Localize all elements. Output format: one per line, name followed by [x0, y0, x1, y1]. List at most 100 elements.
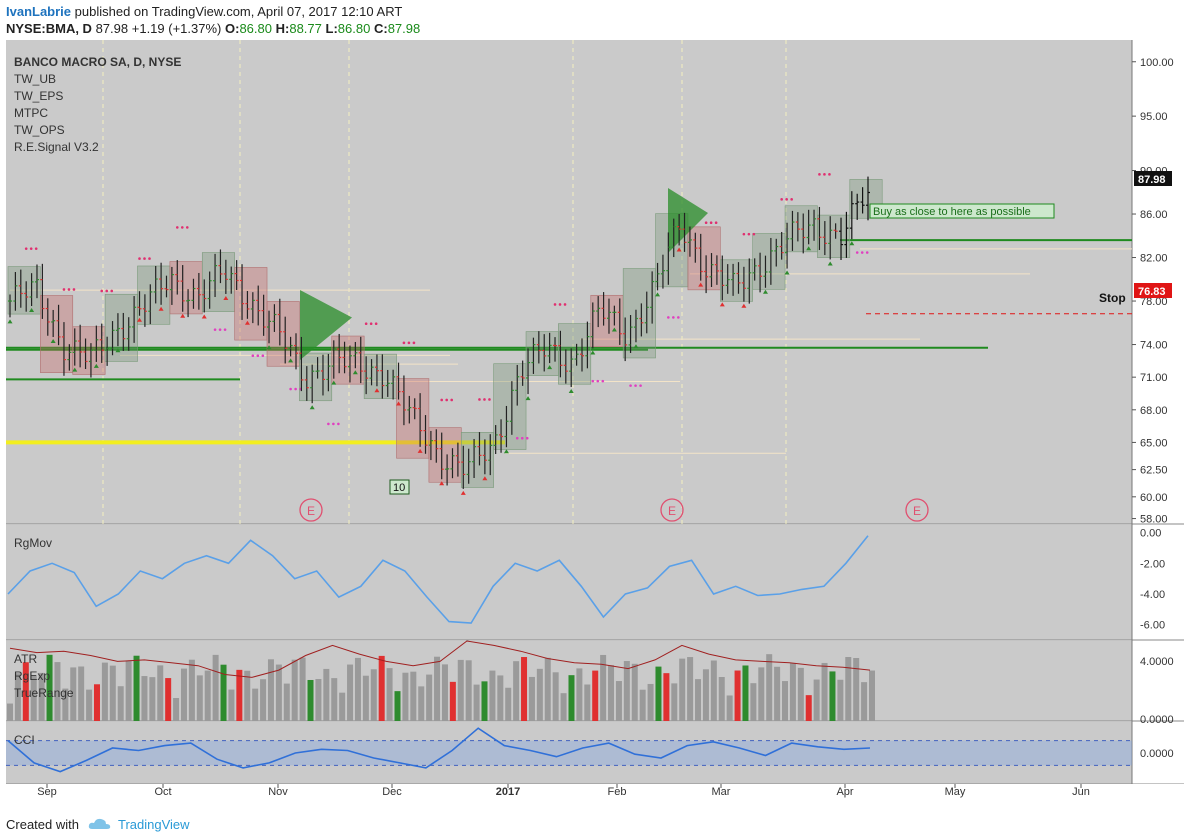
buy-signal-arrow: [849, 241, 855, 246]
buy-signal-arrow: [29, 307, 35, 312]
stop-label: Stop: [1099, 291, 1126, 305]
time-tick-label: May: [945, 786, 966, 798]
legend-tw-ub: TW_UB: [14, 72, 56, 86]
truerange-bar: [845, 656, 852, 721]
signal-dot: [364, 322, 368, 325]
signal-dot: [105, 289, 109, 293]
last-price: 87.98: [95, 21, 129, 36]
buy-signal-arrow: [655, 292, 661, 297]
truerange-bar: [149, 677, 156, 721]
buy-signal-arrow: [568, 388, 574, 393]
range-box: [72, 326, 106, 375]
earnings-marker-2[interactable]: E: [660, 498, 684, 522]
truerange-bar: [544, 657, 551, 721]
signal-dot: [667, 316, 670, 319]
signal-dot: [478, 398, 481, 401]
truerange-bar: [710, 660, 717, 721]
truerange-bar: [631, 663, 638, 721]
truerange-bar: [861, 682, 868, 721]
buy-signal-arrow: [309, 405, 315, 410]
signal-dot: [780, 198, 783, 201]
earnings-marker-3[interactable]: E: [905, 498, 929, 522]
high-label: H:: [275, 21, 290, 36]
rgmov-line: [7, 535, 869, 624]
buy-signal-arrow: [784, 270, 790, 275]
truerange-bar: [252, 688, 259, 721]
buy-signal-arrow: [525, 396, 531, 401]
range-box: [622, 268, 656, 359]
last-price-text: 87.98: [1138, 174, 1166, 186]
sell-signal-arrow: [698, 282, 704, 287]
truerange-bar: [46, 654, 53, 721]
truerange-bar: [418, 686, 425, 721]
signal-dot: [289, 387, 292, 391]
pattern-triangle: [300, 290, 352, 360]
chart-area[interactable]: 100.0095.0090.0086.0082.0078.0074.0071.0…: [0, 40, 1184, 808]
cci-line: [7, 727, 871, 773]
truerange-bar: [797, 667, 804, 721]
truerange-bar: [536, 668, 543, 721]
stop-price-text: 76.83: [1138, 286, 1166, 298]
range-box: [396, 378, 430, 459]
author-link[interactable]: IvanLabrie: [6, 4, 72, 19]
earnings-e-1: E: [307, 504, 315, 518]
signal-dot: [823, 173, 826, 176]
truerange-bar: [679, 658, 686, 721]
low-value: 86.80: [337, 21, 371, 36]
rgmov-tick-label: -4.00: [1140, 589, 1165, 601]
legend: BANCO MACRO SA, D, NYSE TW_UB TW_EPS MTP…: [14, 55, 181, 747]
truerange-bar: [473, 684, 480, 721]
buy-signal-arrow: [72, 367, 78, 372]
cci-tick-label: 0.0000: [1140, 748, 1174, 760]
signal-dot: [213, 328, 217, 331]
signal-dot: [639, 384, 642, 387]
truerange-bar: [188, 659, 195, 721]
signal-dot: [223, 328, 227, 331]
truerange-bar: [275, 664, 282, 721]
signal-dot: [34, 247, 38, 250]
truerange-bar: [687, 657, 694, 721]
rgmov-tick-label: 0.00: [1140, 528, 1161, 540]
tradingview-link[interactable]: TradingView: [118, 817, 190, 832]
truerange-bar: [726, 695, 733, 721]
truerange-bar: [521, 657, 528, 721]
count-badge-text: 10: [393, 482, 405, 494]
sell-signal-arrow: [741, 303, 747, 308]
earnings-marker-1[interactable]: E: [299, 498, 323, 522]
signal-dot: [256, 354, 260, 358]
truerange-bar: [805, 695, 812, 721]
truerange-bar: [789, 662, 796, 721]
truerange-bar: [702, 669, 709, 721]
time-tick-label: Mar: [712, 786, 731, 798]
created-with-text: Created with: [6, 817, 79, 832]
signal-dot: [24, 247, 28, 250]
signal-dot: [709, 221, 713, 224]
price-tick-label: 62.50: [1140, 465, 1168, 477]
truerange-bar: [70, 667, 77, 721]
sell-signal-arrow: [201, 314, 207, 319]
buy-signal-arrow: [266, 345, 272, 350]
signal-dot: [412, 341, 416, 345]
truerange-bar: [528, 676, 535, 721]
buy-signal-arrow: [611, 327, 617, 332]
signal-dot: [440, 398, 443, 402]
price-tick-label: 95.00: [1140, 111, 1168, 123]
rgmov-tick-label: -2.00: [1140, 558, 1165, 570]
buy-signal-arrow: [352, 370, 358, 375]
truerange-bar: [441, 664, 448, 721]
truerange-bar: [331, 678, 338, 721]
truerange-bar: [552, 672, 559, 721]
truerange-bar: [869, 670, 875, 721]
truerange-bar: [362, 675, 369, 721]
buy-signal-arrow: [7, 319, 13, 324]
signal-dot: [714, 221, 718, 224]
range-box: [331, 335, 365, 385]
truerange-bar: [157, 665, 164, 721]
panel-bg-rg: [6, 525, 1132, 640]
truerange-bar: [465, 660, 472, 721]
truerange-bar: [38, 672, 45, 721]
atr-tick-label: 0.0000: [1140, 714, 1174, 726]
rgmov-label: RgMov: [14, 536, 52, 550]
buy-signal-arrow: [827, 261, 833, 266]
annotations: Buy as close to here as possible Stop 76…: [299, 171, 1172, 522]
